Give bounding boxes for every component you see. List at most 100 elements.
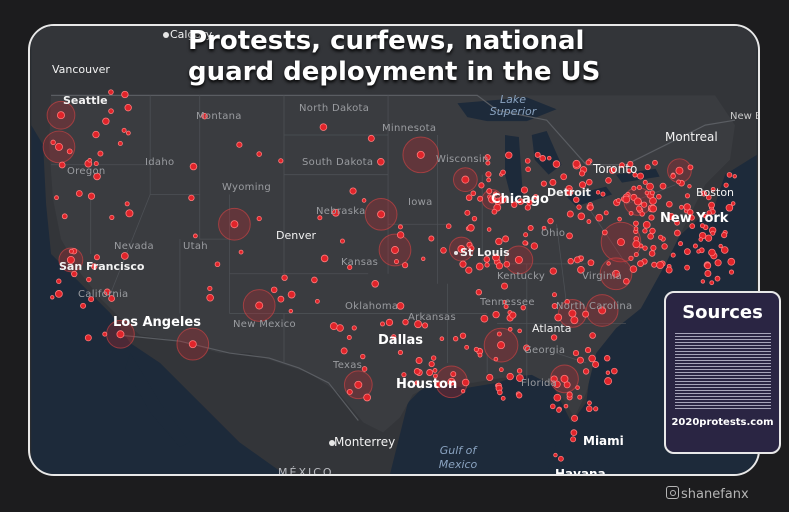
- protest-dot: [650, 244, 657, 251]
- protest-dot: [464, 209, 471, 216]
- protest-dot: [633, 226, 639, 231]
- protest-dot: [585, 159, 592, 166]
- sources-title: Sources: [682, 302, 763, 323]
- protest-dot: [87, 192, 96, 200]
- protest-dot: [414, 380, 420, 386]
- protest-dot: [483, 256, 491, 263]
- protest-dot: [718, 243, 723, 249]
- protest-dot: [93, 172, 101, 181]
- credit-handle: shanefanx: [681, 487, 749, 502]
- protest-dot: [461, 378, 470, 387]
- protest-dot: [676, 179, 681, 185]
- protest-dot: [461, 175, 470, 184]
- state-label-kansas: Kansas: [341, 257, 379, 268]
- protest-dot: [230, 220, 239, 229]
- protest-dot: [475, 262, 484, 271]
- protest-dot: [502, 235, 510, 243]
- protest-dot: [509, 311, 517, 319]
- protest-dot: [732, 174, 737, 179]
- protest-dot: [497, 341, 506, 350]
- protest-dot: [659, 182, 667, 190]
- protest-dot: [636, 184, 642, 190]
- protest-dot: [470, 190, 477, 197]
- protest-dot: [491, 208, 498, 215]
- sources-panel: Sources 2020protests.com: [664, 291, 781, 454]
- protest-dot: [570, 316, 579, 325]
- protest-dot: [278, 158, 284, 164]
- protest-dot: [588, 354, 596, 363]
- protest-dot: [391, 334, 397, 340]
- protest-dot: [351, 325, 357, 331]
- protest-dot: [71, 270, 78, 278]
- protest-dot: [488, 195, 497, 204]
- protest-dot: [361, 198, 367, 203]
- protest-dot: [397, 224, 403, 230]
- protest-dot: [554, 313, 563, 322]
- protest-dot: [121, 127, 127, 133]
- protest-dot: [88, 296, 95, 303]
- protest-dot: [651, 261, 658, 268]
- protest-dot: [642, 179, 648, 185]
- protest-dot: [587, 259, 595, 267]
- protest-dot: [346, 335, 352, 340]
- city-label-houston: Houston: [396, 377, 458, 392]
- protest-dot: [402, 318, 409, 326]
- protest-dot: [336, 324, 344, 332]
- protest-dot: [495, 237, 503, 246]
- protest-dot: [567, 258, 574, 265]
- state-label-ohio: Ohio: [541, 228, 566, 239]
- protest-dot: [447, 377, 456, 386]
- protest-dot: [573, 196, 580, 203]
- protest-dot: [393, 259, 399, 265]
- protest-dot: [108, 295, 115, 302]
- protest-dot: [577, 394, 583, 400]
- protest-dot: [478, 182, 485, 189]
- map-frame: Montana North Dakota Minnesota Idaho Sou…: [28, 24, 760, 476]
- protest-dot: [700, 279, 706, 284]
- protest-dot: [360, 353, 366, 360]
- country-label-mexico: MÉXICO: [278, 466, 334, 476]
- protest-dot: [633, 197, 642, 206]
- protest-dot: [698, 237, 704, 242]
- protest-dot: [727, 257, 736, 266]
- protest-dot: [256, 151, 262, 157]
- state-label-texas: Texas: [333, 360, 363, 371]
- protest-dot: [188, 194, 195, 202]
- state-label-tennessee: Tennessee: [480, 297, 535, 308]
- protest-dot: [426, 369, 434, 376]
- state-label-wisconsin: Wisconsin: [436, 154, 489, 165]
- protest-dot: [277, 295, 285, 303]
- protest-dot: [192, 233, 198, 239]
- map-title-line-1: Protests, curfews, national: [188, 26, 585, 56]
- protest-dot: [125, 209, 134, 218]
- protest-dot: [520, 305, 526, 311]
- protest-dot: [593, 406, 599, 412]
- protest-dot: [485, 160, 491, 166]
- protest-dot: [584, 347, 592, 354]
- protest-dot: [459, 332, 467, 339]
- protest-dot: [93, 254, 100, 261]
- protest-dot: [612, 269, 620, 278]
- protest-dot: [84, 334, 92, 342]
- protest-dot: [622, 195, 631, 204]
- map-title-line-2: guard deployment in the US: [188, 57, 601, 87]
- protest-dot: [108, 89, 114, 95]
- protest-dot: [188, 340, 197, 349]
- protest-dot-group: [50, 89, 737, 462]
- protest-dot: [371, 280, 379, 288]
- protest-dot: [628, 255, 634, 261]
- protest-dot: [648, 214, 655, 221]
- protest-dot: [570, 436, 577, 443]
- protest-dot: [710, 230, 716, 236]
- protest-dot: [552, 160, 561, 168]
- protest-dot: [440, 247, 447, 254]
- protest-dot: [637, 260, 644, 268]
- protest-dot: [500, 169, 506, 176]
- protest-dot: [566, 210, 574, 218]
- protest-dot: [319, 123, 328, 131]
- protest-dot: [75, 190, 83, 197]
- protest-dot: [642, 245, 648, 251]
- protest-dot: [652, 159, 658, 166]
- protest-dot: [540, 180, 547, 187]
- protest-dot: [349, 187, 357, 195]
